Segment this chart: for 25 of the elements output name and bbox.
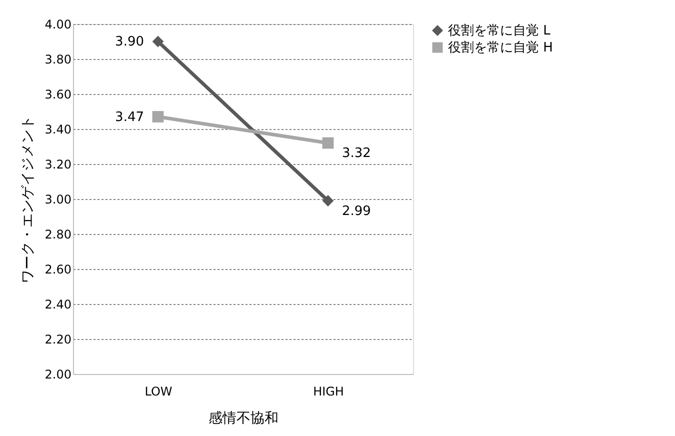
legend-label: 役割を常に自覚 L: [448, 24, 552, 38]
x-tick-label: HIGH: [313, 384, 344, 398]
data-label: 2.99: [342, 204, 371, 219]
point: [152, 111, 164, 122]
data-label: 3.90: [115, 34, 144, 50]
x-tick-label: LOW: [144, 384, 172, 398]
y-tick-label: 3.60: [44, 88, 72, 102]
y-tick-label: 3.80: [44, 52, 72, 66]
y-tick-label: 2.40: [44, 298, 72, 312]
point: [152, 36, 164, 48]
point: [322, 195, 334, 206]
legend-label: 役割を常に自覚 H: [448, 40, 553, 56]
data-label: 3.32: [342, 146, 371, 161]
y-tick-label: 3.20: [44, 158, 72, 172]
point: [322, 137, 334, 149]
y-tick-label: 3.40: [44, 122, 72, 136]
y-tick-label: 2.00: [44, 368, 72, 382]
y-tick-label: 2.20: [44, 332, 72, 346]
y-tick-label: 4.00: [44, 18, 72, 32]
data-label: 3.47: [115, 110, 144, 125]
x-axis-title: 感情不協和: [208, 410, 278, 426]
y-tick-label: 3.00: [44, 192, 72, 206]
y-axis-title: ワーク・エンゲイジメント: [20, 116, 36, 284]
y-tick-label: 2.80: [44, 228, 72, 242]
y-tick-label: 2.60: [44, 262, 72, 276]
